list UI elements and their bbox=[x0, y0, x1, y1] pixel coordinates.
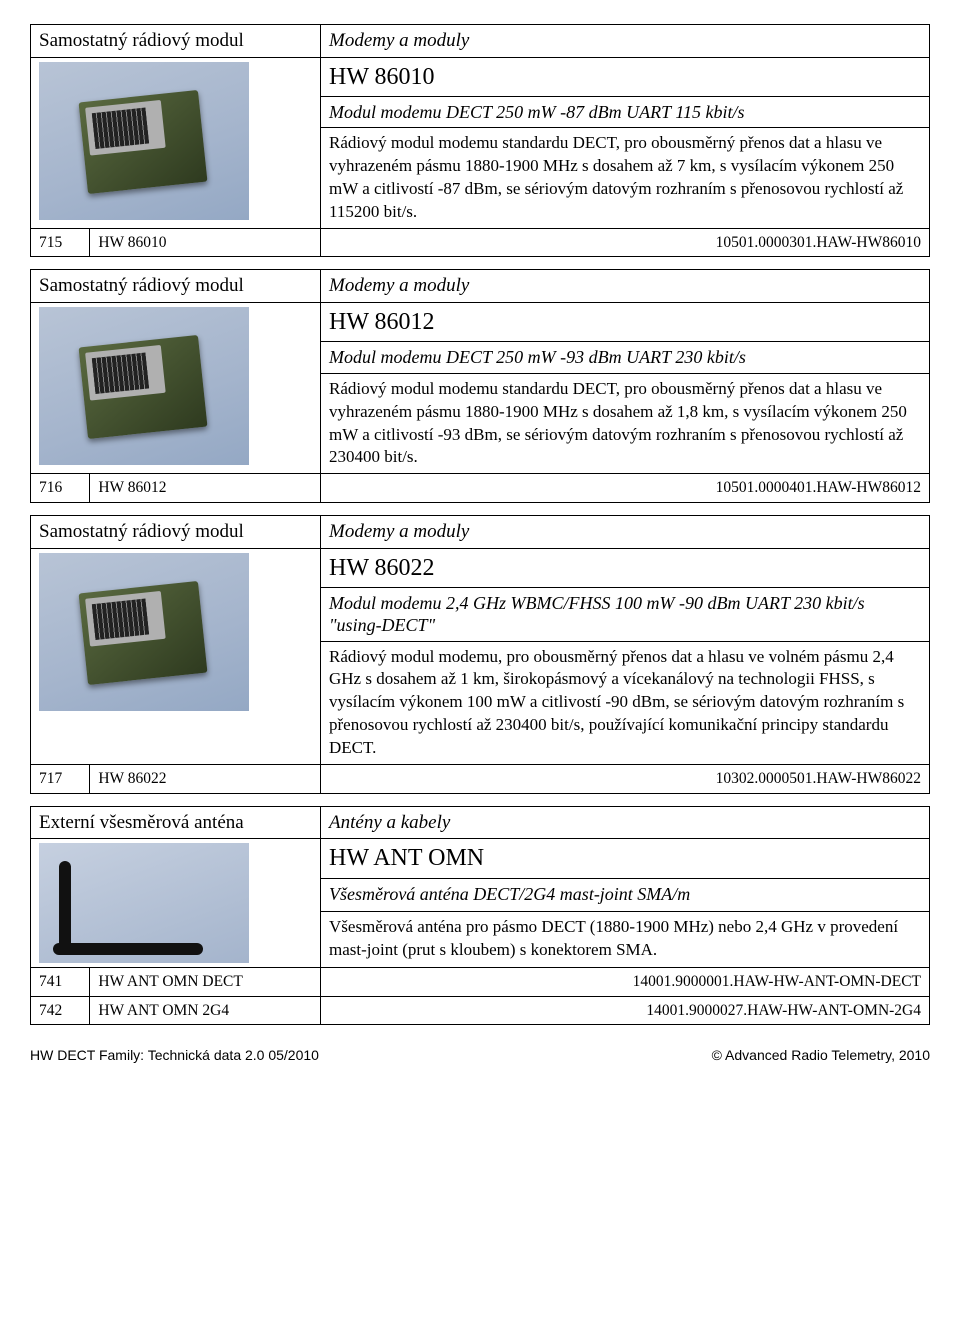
entry-code-sku: HW 86022 bbox=[90, 765, 321, 793]
footer-right: © Advanced Radio Telemetry, 2010 bbox=[712, 1047, 930, 1065]
pcb-module-icon bbox=[39, 553, 249, 711]
entry-header-right: Modemy a moduly bbox=[321, 270, 930, 303]
page-footer: HW DECT Family: Technická data 2.0 05/20… bbox=[30, 1047, 930, 1065]
entry-header-left: Samostatný rádiový modul bbox=[31, 515, 321, 548]
entry-header-right: Modemy a moduly bbox=[321, 25, 930, 58]
entry-header-right: Modemy a moduly bbox=[321, 515, 930, 548]
entry-description: Rádiový modul modemu standardu DECT, pro… bbox=[321, 128, 930, 229]
entry-code-sku: HW 86012 bbox=[90, 474, 321, 502]
entry-image bbox=[31, 548, 321, 765]
entry-description: Všesměrová anténa pro pásmo DECT (1880-1… bbox=[321, 911, 930, 967]
entry-subtitle: Modul modemu DECT 250 mW -87 dBm UART 11… bbox=[321, 96, 930, 128]
entry-code-idx: 742 bbox=[31, 996, 90, 1024]
catalog-entry: Samostatný rádiový modulModemy a modulyH… bbox=[30, 269, 930, 502]
entry-code-row: 717HW 8602210302.0000501.HAW-HW86022 bbox=[31, 765, 930, 793]
entry-code-ref: 10302.0000501.HAW-HW86022 bbox=[321, 765, 930, 793]
pcb-module-icon bbox=[39, 62, 249, 220]
entry-code-row: 742HW ANT OMN 2G414001.9000027.HAW-HW-AN… bbox=[31, 996, 930, 1024]
entry-code-sku: HW ANT OMN 2G4 bbox=[90, 996, 321, 1024]
entry-header-left: Samostatný rádiový modul bbox=[31, 25, 321, 58]
entry-code-sku: HW ANT OMN DECT bbox=[90, 968, 321, 996]
entry-code-ref: 14001.9000027.HAW-HW-ANT-OMN-2G4 bbox=[321, 996, 930, 1024]
entry-description: Rádiový modul modemu standardu DECT, pro… bbox=[321, 373, 930, 474]
entry-code-ref: 10501.0000301.HAW-HW86010 bbox=[321, 229, 930, 257]
entry-code-idx: 715 bbox=[31, 229, 90, 257]
catalog-entries: Samostatný rádiový modulModemy a modulyH… bbox=[30, 24, 930, 1025]
entry-subtitle: Modul modemu DECT 250 mW -93 dBm UART 23… bbox=[321, 342, 930, 374]
entry-code-row: 715HW 8601010501.0000301.HAW-HW86010 bbox=[31, 229, 930, 257]
entry-code-row: 741HW ANT OMN DECT14001.9000001.HAW-HW-A… bbox=[31, 968, 930, 996]
entry-title: HW ANT OMN bbox=[321, 839, 930, 879]
footer-left: HW DECT Family: Technická data 2.0 05/20… bbox=[30, 1047, 319, 1065]
entry-image bbox=[31, 839, 321, 968]
entry-header-left: Externí všesměrová anténa bbox=[31, 806, 321, 839]
entry-code-idx: 716 bbox=[31, 474, 90, 502]
catalog-entry: Samostatný rádiový modulModemy a modulyH… bbox=[30, 515, 930, 794]
entry-subtitle: Modul modemu 2,4 GHz WBMC/FHSS 100 mW -9… bbox=[321, 587, 930, 641]
entry-code-ref: 10501.0000401.HAW-HW86012 bbox=[321, 474, 930, 502]
entry-image bbox=[31, 57, 321, 228]
entry-code-sku: HW 86010 bbox=[90, 229, 321, 257]
entry-subtitle: Všesměrová anténa DECT/2G4 mast-joint SM… bbox=[321, 879, 930, 911]
entry-code-row: 716HW 8601210501.0000401.HAW-HW86012 bbox=[31, 474, 930, 502]
catalog-entry: Externí všesměrová anténaAntény a kabely… bbox=[30, 806, 930, 1026]
entry-header-right: Antény a kabely bbox=[321, 806, 930, 839]
entry-title: HW 86022 bbox=[321, 548, 930, 587]
antenna-icon bbox=[39, 843, 249, 963]
entry-image bbox=[31, 303, 321, 474]
entry-title: HW 86010 bbox=[321, 57, 930, 96]
pcb-module-icon bbox=[39, 307, 249, 465]
catalog-entry: Samostatný rádiový modulModemy a modulyH… bbox=[30, 24, 930, 257]
entry-title: HW 86012 bbox=[321, 303, 930, 342]
entry-code-idx: 741 bbox=[31, 968, 90, 996]
entry-code-idx: 717 bbox=[31, 765, 90, 793]
entry-description: Rádiový modul modemu, pro obousměrný pře… bbox=[321, 641, 930, 765]
entry-code-ref: 14001.9000001.HAW-HW-ANT-OMN-DECT bbox=[321, 968, 930, 996]
entry-header-left: Samostatný rádiový modul bbox=[31, 270, 321, 303]
